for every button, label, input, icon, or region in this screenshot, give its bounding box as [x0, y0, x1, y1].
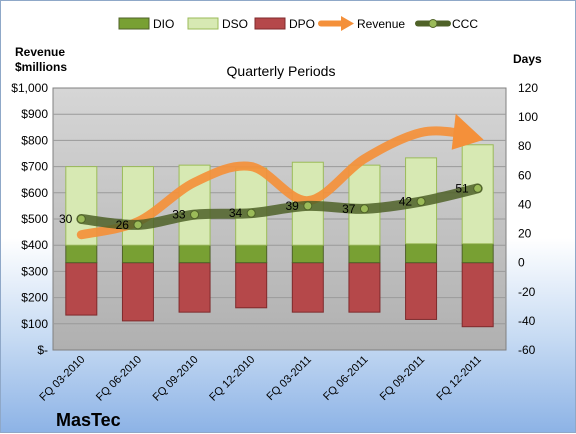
left-axis-label-line2: $millions — [15, 60, 67, 74]
ccc-data-label: 51 — [455, 181, 469, 195]
legend-label-revenue: Revenue — [357, 17, 405, 31]
revenue-arrowhead — [451, 113, 484, 150]
left-tick-label: $400 — [21, 238, 48, 252]
right-tick-label: -20 — [518, 285, 536, 299]
left-tick-label: $1,000 — [11, 81, 48, 95]
right-axis-ticks: -60 -40 -20 0 20 40 60 80 100 120 — [518, 81, 538, 357]
ccc-data-label: 37 — [342, 202, 356, 216]
revenue-line — [76, 126, 471, 240]
legend-swatch-revenue — [318, 16, 354, 31]
ccc-point — [473, 183, 483, 193]
category-label: FQ 09-2010 — [151, 354, 201, 404]
ccc-point — [303, 201, 313, 211]
bar-dpo — [121, 262, 154, 322]
ccc-data-label: 33 — [172, 208, 186, 222]
revenue-series — [76, 113, 484, 240]
right-tick-label: -40 — [518, 314, 536, 328]
bar-dpo — [291, 262, 324, 313]
category-label: FQ 06-2011 — [321, 354, 370, 403]
ccc-point — [76, 214, 86, 224]
legend-label-dpo: DPO — [289, 17, 315, 31]
legend-swatch-ccc — [415, 19, 451, 28]
ccc-point — [359, 204, 369, 214]
legend-swatch-dio — [118, 17, 150, 30]
bar-dso — [121, 166, 154, 246]
left-axis-label-line1: Revenue — [15, 45, 65, 59]
bar-dio — [65, 244, 98, 264]
right-tick-label: 20 — [518, 227, 532, 241]
left-axis-ticks: $- $100 $200 $300 $400 $500 $600 $700 $800 $900 $1… — [11, 81, 48, 357]
company-name: MasTec — [56, 410, 121, 430]
ccc-point — [246, 208, 256, 218]
left-tick-label: $100 — [21, 317, 48, 331]
category-axis-labels: FQ 03-2010 FQ 06-2010 FQ 09-2010 FQ 12-2010… — [37, 354, 483, 404]
bar-dio — [348, 244, 381, 264]
bar-dpo — [178, 262, 211, 313]
category-label: FQ 12-2010 — [207, 354, 257, 404]
right-tick-label: 120 — [518, 81, 538, 95]
right-tick-label: 60 — [518, 168, 532, 182]
bar-dio — [461, 243, 494, 264]
category-label: FQ 06-2010 — [94, 354, 144, 404]
bar-dpo — [348, 262, 381, 313]
ccc-data-label: 30 — [59, 212, 73, 226]
left-tick-label: $600 — [21, 186, 48, 200]
right-tick-label: 100 — [518, 110, 538, 124]
bar-dpo — [405, 262, 438, 320]
chart-title: Quarterly Periods — [227, 63, 336, 79]
left-tick-label: $800 — [21, 133, 48, 147]
bar-dio — [178, 244, 211, 264]
legend-swatch-dso — [187, 17, 219, 30]
bar-dio — [235, 244, 268, 264]
left-tick-label: $500 — [21, 212, 48, 226]
bar-dio — [291, 244, 324, 264]
ccc-data-label: 39 — [285, 199, 299, 213]
category-label: FQ 03-2010 — [37, 354, 87, 404]
right-tick-label: -60 — [518, 343, 536, 357]
ccc-data-label: 34 — [229, 206, 243, 220]
left-tick-label: $300 — [21, 264, 48, 278]
category-label: FQ 09-2011 — [378, 354, 427, 403]
bar-dso — [235, 167, 268, 246]
bar-dpo — [235, 262, 268, 309]
right-tick-label: 0 — [518, 256, 525, 270]
left-tick-label: $- — [37, 343, 48, 357]
ccc-point — [133, 220, 143, 230]
right-tick-label: 40 — [518, 197, 532, 211]
legend-swatch-dpo — [254, 17, 286, 30]
ccc-point — [416, 197, 426, 207]
ccc-series: 30 26 33 34 39 37 42 51 — [59, 181, 483, 232]
legend-label-ccc: CCC — [452, 17, 478, 31]
left-tick-label: $700 — [21, 160, 48, 174]
bar-dpo — [461, 262, 494, 328]
right-axis-label: Days — [513, 52, 542, 66]
bar-dpo — [65, 262, 98, 316]
ccc-data-label: 42 — [399, 195, 413, 209]
category-label: FQ 12-2011 — [434, 354, 483, 403]
left-tick-label: $900 — [21, 107, 48, 121]
left-tick-label: $200 — [21, 291, 48, 305]
bar-dio — [121, 244, 154, 264]
legend-label-dio: DIO — [153, 17, 174, 31]
ccc-point — [190, 210, 200, 220]
ccc-data-label: 26 — [116, 218, 130, 232]
ccc-line — [76, 183, 483, 230]
right-tick-label: 80 — [518, 139, 532, 153]
legend: DIO DSO DPO Revenue CCC — [118, 16, 478, 31]
legend-label-dso: DSO — [222, 17, 248, 31]
bar-dio — [405, 243, 438, 264]
category-label: FQ 03-2011 — [265, 354, 314, 403]
